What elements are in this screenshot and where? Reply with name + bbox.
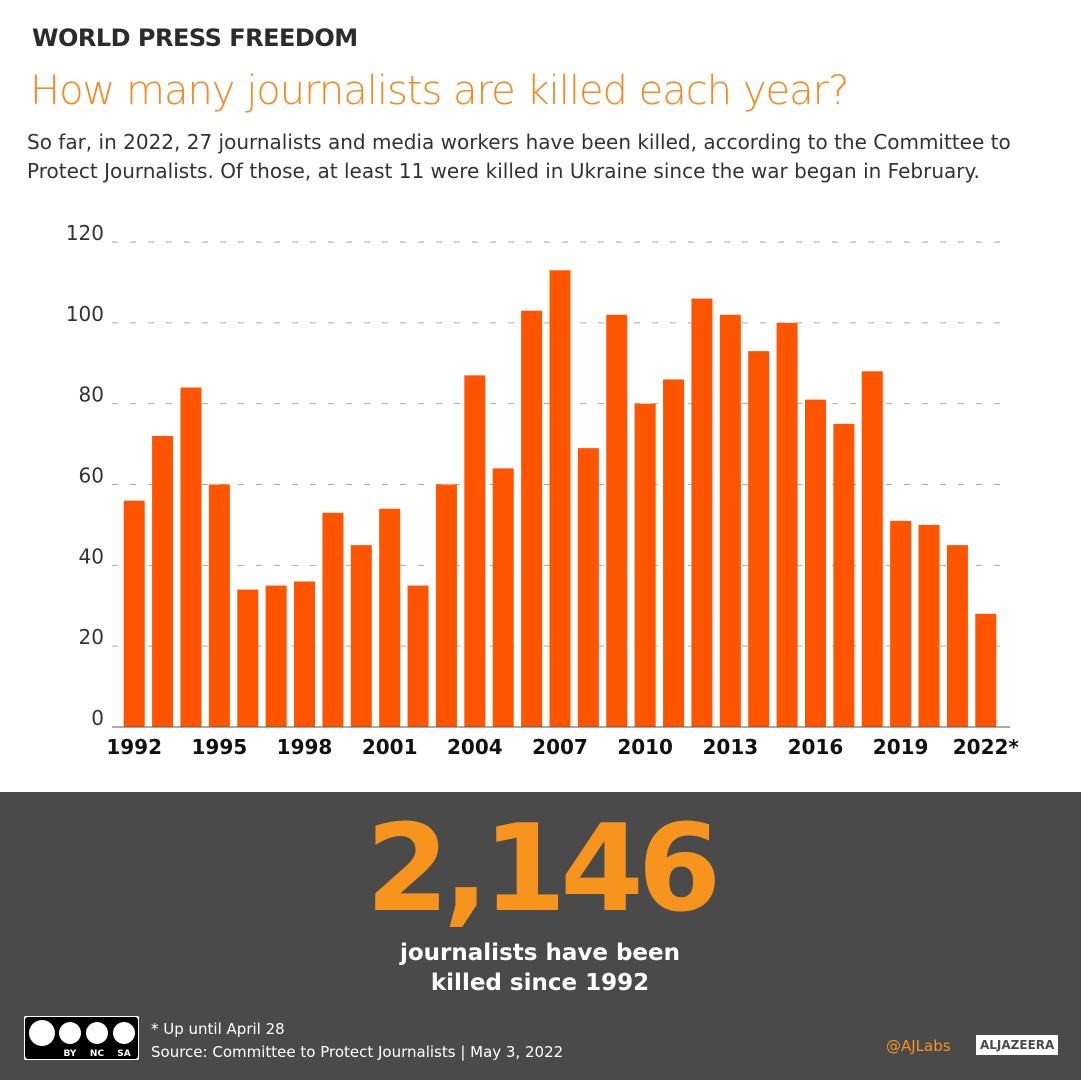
x-tick-label: 2016 <box>788 735 844 759</box>
subtitle: So far, in 2022, 27 journalists and medi… <box>27 130 1011 183</box>
handle: @AJLabs <box>886 1037 951 1055</box>
summary-panel <box>0 792 1081 1080</box>
kicker: WORLD PRESS FREEDOM <box>32 24 358 52</box>
bar <box>521 310 543 727</box>
bar <box>123 500 145 727</box>
y-tick-label: 20 <box>79 625 104 649</box>
source: Source: Committee to Protect Journalists… <box>151 1043 564 1061</box>
chart: 0 20 40 60 80 100 120 1992 1995 1998 2001 2004 2007 2… <box>66 221 1020 759</box>
bar <box>634 403 656 727</box>
x-tick-label: 1995 <box>192 735 248 759</box>
bar <box>719 314 741 727</box>
bar <box>663 379 685 727</box>
x-tick-label: 2022* <box>953 735 1020 759</box>
x-tick-label: 1998 <box>277 735 333 759</box>
total-caption: journalists have been killed since 1992 <box>400 940 680 996</box>
bar <box>180 387 202 727</box>
by-icon <box>59 1022 81 1044</box>
bar <box>265 585 287 727</box>
bar <box>322 512 344 727</box>
bar <box>691 298 713 727</box>
y-tick-label: 0 <box>91 706 104 730</box>
y-tick-label: 100 <box>66 302 104 326</box>
bar <box>549 270 571 727</box>
x-tick-label: 2013 <box>702 735 758 759</box>
x-tick-label: 2010 <box>617 735 673 759</box>
x-tick-label: 2019 <box>873 735 929 759</box>
bar <box>237 589 259 727</box>
bar <box>776 322 798 727</box>
bar <box>606 314 628 727</box>
y-tick-label: 120 <box>66 221 104 245</box>
bar <box>464 375 486 727</box>
x-tick-label: 2004 <box>447 735 503 759</box>
bar <box>208 484 230 727</box>
license-badge: BY NC SA <box>24 1016 139 1060</box>
bar <box>748 351 770 727</box>
nc-icon <box>86 1022 108 1044</box>
title: How many journalists are killed each yea… <box>30 68 849 114</box>
brand-logo: ALJAZEERA <box>976 1035 1059 1055</box>
license-term: NC <box>90 1049 105 1059</box>
bar <box>975 613 997 727</box>
footnote: * Up until April 28 <box>151 1020 285 1038</box>
license-term: SA <box>117 1049 130 1059</box>
y-tick-label: 40 <box>79 544 104 568</box>
bar <box>861 371 883 727</box>
bar <box>804 399 826 727</box>
sa-icon <box>113 1022 135 1044</box>
bar <box>890 520 912 727</box>
bar <box>492 468 514 727</box>
bar <box>152 436 174 727</box>
bar <box>407 585 429 727</box>
total-number: 2,146 <box>365 800 722 939</box>
bar <box>350 545 372 727</box>
bar <box>833 423 855 727</box>
x-tick-label: 1992 <box>106 735 162 759</box>
bar <box>294 581 316 727</box>
y-tick-label: 80 <box>79 383 104 407</box>
x-tick-label: 2007 <box>532 735 588 759</box>
x-tick-label: 2001 <box>362 735 418 759</box>
bar <box>946 545 968 727</box>
y-tick-label: 60 <box>79 464 104 488</box>
bar <box>918 524 940 727</box>
license-term: BY <box>64 1049 77 1059</box>
bar <box>577 448 599 727</box>
cc-icon <box>29 1020 55 1046</box>
bar <box>379 508 401 727</box>
bar <box>435 484 457 727</box>
